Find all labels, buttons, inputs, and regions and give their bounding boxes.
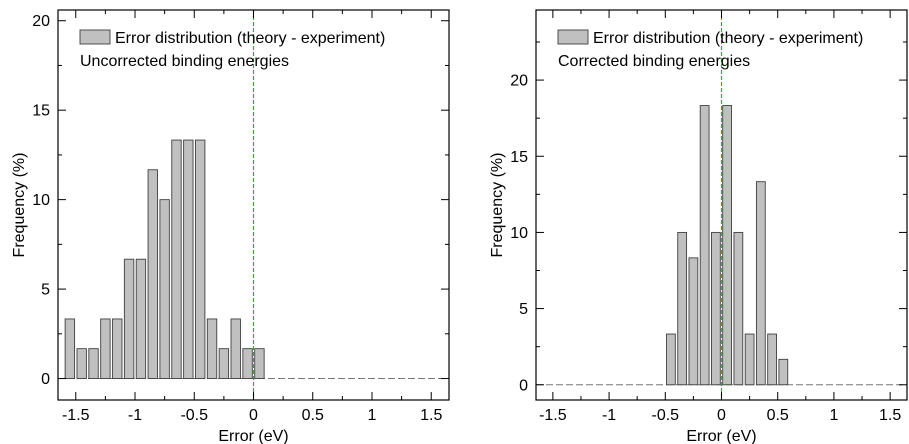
histogram-bar [666, 333, 676, 386]
x-axis-label: Error (eV) [686, 428, 756, 444]
histogram-bar [64, 318, 76, 379]
histogram-bar [711, 231, 721, 386]
histogram-bar [171, 139, 182, 379]
x-tick-label: -0.5 [651, 407, 679, 424]
x-tick-label: -1.5 [539, 407, 567, 424]
x-tick-label: 1.5 [879, 407, 901, 424]
x-tick-label: 0 [717, 407, 726, 424]
legend-swatch [557, 29, 589, 45]
histogram-bar [147, 169, 158, 379]
legend-entry: Error distribution (theory - experiment) [115, 30, 385, 47]
y-tick-label: 10 [32, 192, 50, 209]
x-tick-label: 1.5 [420, 407, 442, 424]
histogram-bar [183, 139, 194, 379]
x-tick-label: -1.5 [62, 407, 90, 424]
histogram-bar [206, 318, 218, 379]
x-tick-label: -1 [602, 407, 616, 424]
histogram-bar [722, 105, 732, 386]
legend-note: Uncorrected binding energies [80, 53, 289, 70]
y-tick-label: 15 [32, 103, 50, 120]
x-tick-label: -1 [128, 407, 142, 424]
y-tick-label: 5 [519, 301, 528, 318]
histogram-bar [135, 258, 147, 379]
x-tick-label: 0.5 [767, 407, 789, 424]
y-tick-label: 5 [41, 282, 50, 299]
x-tick-label: 1 [829, 407, 838, 424]
panel-corrected: -1.5 -1 -0.5 0 0.5 1 1.5 0 5 10 15 20 Error (eV) Freq… [489, 9, 908, 444]
histogram-bar [699, 105, 710, 386]
histogram-bar [230, 318, 241, 379]
histogram-bar [112, 318, 123, 379]
legend-entry: Error distribution (theory - experiment) [593, 30, 863, 47]
histogram-bar [100, 318, 111, 379]
histogram-bar [677, 231, 688, 386]
histogram-bar [744, 333, 755, 386]
x-tick-label: 1 [368, 407, 377, 424]
histogram-bar [755, 181, 766, 386]
histogram-bar [254, 348, 265, 379]
y-tick-label: 10 [510, 225, 528, 242]
histogram-bar [88, 348, 99, 379]
histogram-bar [778, 358, 789, 386]
histogram-bar [242, 348, 253, 379]
x-tick-label: -0.5 [180, 407, 208, 424]
legend-note: Corrected binding energies [558, 53, 750, 70]
y-axis-label: Frequency (%) [11, 153, 28, 258]
legend-swatch [79, 29, 111, 45]
x-axis-label: Error (eV) [218, 428, 288, 444]
y-tick-label: 0 [519, 377, 528, 394]
y-tick-label: 15 [510, 149, 528, 166]
panel-uncorrected: -1.5 -1 -0.5 0 0.5 1 1.5 0 5 10 15 20 Error (eV) Freq… [11, 9, 450, 444]
histogram-bar [195, 139, 206, 379]
histogram-bar [733, 231, 744, 386]
histogram-bar [123, 258, 135, 379]
y-tick-label: 20 [32, 13, 50, 30]
y-tick-label: 20 [510, 73, 528, 90]
x-tick-label: 0.5 [302, 407, 324, 424]
histogram-bar [767, 333, 777, 386]
y-axis-label: Frequency (%) [489, 153, 506, 258]
y-tick-label: 0 [41, 371, 50, 388]
histogram-bar [688, 257, 699, 386]
histogram-bar [76, 348, 87, 379]
x-tick-label: 0 [249, 407, 258, 424]
histogram-bar [218, 348, 230, 379]
histogram-bar [159, 199, 170, 379]
